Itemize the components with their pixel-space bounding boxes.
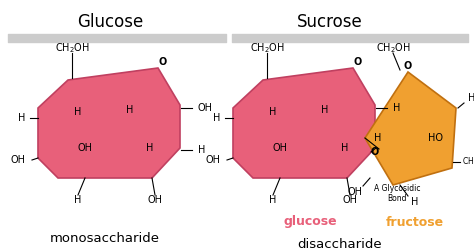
Text: HO: HO	[428, 133, 443, 143]
Text: H: H	[213, 113, 221, 123]
Text: CH$_2$OH: CH$_2$OH	[462, 156, 474, 168]
Polygon shape	[233, 68, 375, 178]
Text: CH$_2$OH: CH$_2$OH	[249, 41, 284, 55]
Polygon shape	[38, 68, 180, 178]
Text: OH: OH	[206, 155, 220, 165]
Text: O: O	[371, 147, 379, 157]
Text: OH: OH	[198, 103, 213, 113]
Text: H: H	[321, 105, 328, 115]
Text: H: H	[18, 113, 26, 123]
Text: OH: OH	[347, 187, 363, 197]
Text: A Glycosidic
Bond: A Glycosidic Bond	[374, 184, 420, 203]
Text: Sucrose: Sucrose	[297, 13, 363, 31]
Text: H: H	[74, 107, 82, 117]
Text: H: H	[146, 143, 154, 153]
Text: CH$_2$OH: CH$_2$OH	[55, 41, 90, 55]
Text: O: O	[354, 57, 362, 67]
Text: glucose: glucose	[283, 215, 337, 229]
Text: H: H	[468, 93, 474, 103]
Text: OH: OH	[343, 195, 357, 205]
Text: OH: OH	[273, 143, 288, 153]
Text: Glucose: Glucose	[77, 13, 143, 31]
Text: H: H	[126, 105, 134, 115]
Text: OH: OH	[78, 143, 92, 153]
Text: H: H	[74, 195, 82, 205]
Text: O: O	[404, 61, 412, 71]
Text: H: H	[393, 103, 401, 113]
Text: O: O	[159, 57, 167, 67]
Text: fructose: fructose	[386, 215, 444, 229]
Text: monosaccharide: monosaccharide	[50, 232, 160, 244]
Text: H: H	[198, 145, 205, 155]
Text: CH$_2$OH: CH$_2$OH	[375, 41, 410, 55]
Text: OH: OH	[147, 195, 163, 205]
Text: H: H	[341, 143, 349, 153]
Text: H: H	[269, 107, 277, 117]
Polygon shape	[365, 72, 456, 185]
Text: H: H	[269, 195, 277, 205]
Text: H: H	[374, 133, 382, 143]
Text: H: H	[411, 197, 419, 207]
Text: OH: OH	[10, 155, 26, 165]
Text: disaccharide: disaccharide	[298, 238, 383, 251]
